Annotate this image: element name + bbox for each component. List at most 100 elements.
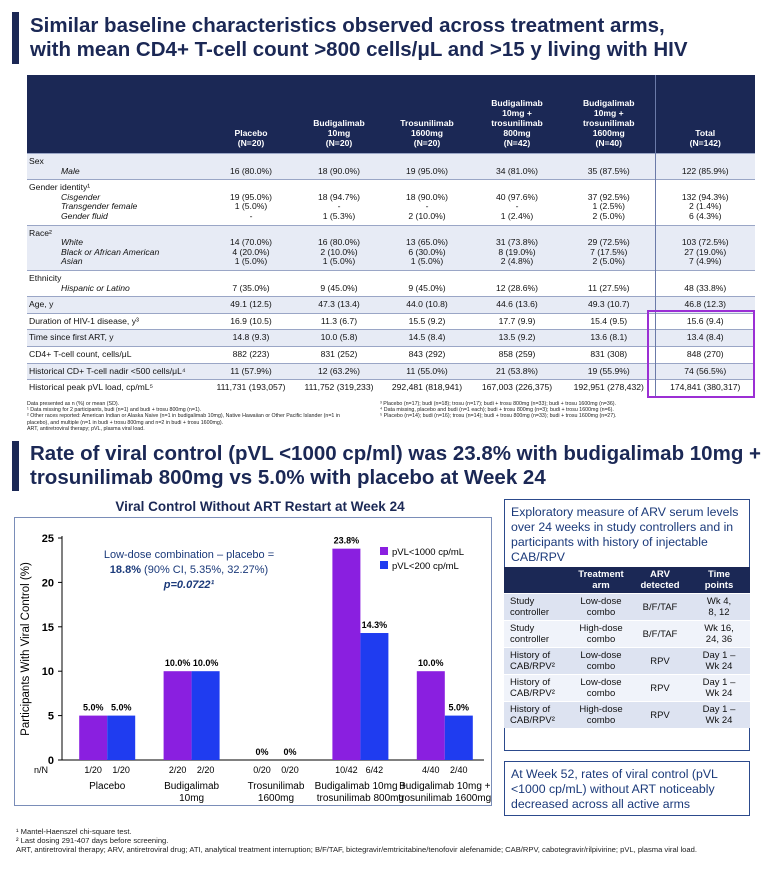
table-cell: 13.5 (9.2) xyxy=(471,329,563,347)
table-cell: 111,731 (193,057) xyxy=(207,379,295,396)
cell-value: 18 (94.7%) xyxy=(317,191,361,202)
arv-table-cell: B/F/TAF xyxy=(632,620,688,648)
footnote-line: ² Other races reported: American Indian … xyxy=(27,413,340,420)
table-row: Ethnicity Hispanic or Latino 7 (35.0%) 9 … xyxy=(27,269,755,297)
arv-table-cell: History of CAB/RPV² xyxy=(504,647,570,675)
row-sublabel: Male xyxy=(61,165,80,176)
row-label: Duration of HIV-1 disease, y³ xyxy=(27,312,207,330)
table-cell: 15.5 (9.2) xyxy=(383,312,471,330)
table-cell: 7 (35.0%) xyxy=(207,269,295,297)
table-row: Time since first ART, y 14.8 (9.3) 10.0 (5… xyxy=(27,329,755,347)
table-cell: 19 (95.0%) 1 (5.0%) - xyxy=(207,179,295,226)
cell-value: 49.3 (10.7) xyxy=(587,299,630,310)
table-cell: 35 (87.5%) xyxy=(563,152,655,180)
cell-value: 15.4 (9.5) xyxy=(590,315,628,326)
table-cell: 21 (53.8%) xyxy=(471,362,563,380)
arv-table-cell: Low-dose combo xyxy=(570,647,632,675)
table-cell: 10.0 (5.8) xyxy=(295,329,383,347)
arv-table-row: History of CAB/RPV² High-dose combo RPV Day 1… xyxy=(504,701,750,728)
cell-value: 11 (57.9%) xyxy=(230,365,272,376)
arv-table-cell: B/F/TAF xyxy=(632,593,688,621)
row-label: Gender identity¹ Cisgender Transgender fem… xyxy=(27,179,207,226)
footnote-line: ART, antiretroviral therapy; pVL, plasma… xyxy=(27,425,145,432)
table-cell: 18 (90.0%) xyxy=(295,152,383,180)
table-row: Gender identity¹ Cisgender Transgender fem… xyxy=(27,179,755,226)
n-over-N-axis-label: n/N xyxy=(34,765,48,775)
title-accent-bar-2 xyxy=(12,441,19,491)
cell-value: 35 (87.5%) xyxy=(587,165,630,176)
data-label: 0% xyxy=(255,747,268,757)
page-title-bottom: Rate of viral control (pVL <1000 cp/ml) … xyxy=(30,442,761,490)
cell-value: 48 (33.8%) xyxy=(684,282,727,293)
table-cell: 16.9 (10.5) xyxy=(207,312,295,330)
table-cell: 46.8 (12.3) xyxy=(654,296,755,314)
row-label: Ethnicity Hispanic or Latino xyxy=(27,269,207,297)
cell-value: 848 (270) xyxy=(686,348,724,359)
cell-value: 74 (56.5%) xyxy=(684,365,727,376)
table-cell: 848 (270) xyxy=(654,345,755,363)
arv-table-cell: RPV xyxy=(632,701,688,728)
title-accent-bar xyxy=(12,12,19,64)
row-sublabel: Black or African American xyxy=(61,246,160,257)
cell-value: 13 (65.0%) xyxy=(405,237,449,248)
row-label: Age, y xyxy=(27,296,207,314)
bar-pvl200 xyxy=(107,715,136,760)
cell-value: 122 (85.9%) xyxy=(681,165,729,176)
table-row: Sex Male 16 (80.0%) 18 (90.0%) 19 (95.0%)… xyxy=(27,152,755,180)
n-over-N-label: 6/42 xyxy=(366,765,384,775)
row-sublabel: Asian xyxy=(61,256,83,267)
cell-value: 19 (95.0%) xyxy=(229,191,273,202)
annotation-ci: (90% CI, 5.35%, 32.27%) xyxy=(141,564,268,576)
title-line-1: Similar baseline characteristics observe… xyxy=(30,14,665,37)
cell-value: 15.6 (9.4) xyxy=(686,315,724,326)
bar-pvl1000 xyxy=(416,671,445,760)
column-header: Total (N=142) xyxy=(654,75,755,154)
cell-value: 2 (4.8%) xyxy=(500,256,534,267)
cell-value: 8 (19.0%) xyxy=(498,246,536,257)
row-label: Race² White Black or African American Asian xyxy=(27,224,207,271)
cell-value: 40 (97.6%) xyxy=(495,191,539,202)
x-category-label: trosunilimab 800mg xyxy=(317,793,404,804)
footnote-line: ³ Placebo (n=17); budi (n=18); trosu (n=… xyxy=(380,401,616,407)
table-cell: 9 (45.0%) xyxy=(295,269,383,297)
table-cell: 167,003 (226,375) xyxy=(471,379,563,396)
column-header: Placebo (N=20) xyxy=(207,75,295,154)
row-sublabel: Hispanic or Latino xyxy=(61,282,130,293)
table-cell: 16 (80.0%) 2 (10.0%) 1 (5.0%) xyxy=(295,224,383,271)
table-cell: 47.3 (13.4) xyxy=(295,296,383,314)
row-label-text: Historical peak pVL load, cp/mL⁵ xyxy=(29,382,154,393)
data-label: 5.0% xyxy=(111,703,132,713)
annotation-line-1: Low-dose combination – placebo = xyxy=(104,549,274,561)
cell-value: 132 (94.3%) xyxy=(681,191,729,202)
footnote-line: ¹ Mantel-Haenszel chi-square test. xyxy=(16,827,132,836)
table-cell: 122 (85.9%) xyxy=(654,152,755,180)
arv-table-cell: RPV xyxy=(632,647,688,675)
table-header-row: Placebo (N=20) Budigalimab 10mg (N=20) Trosun… xyxy=(27,75,755,154)
row-label: Time since first ART, y xyxy=(27,329,207,347)
table-row: Historical CD+ T-cell nadir <500 cells/μ… xyxy=(27,362,755,380)
arv-table-cell: Low-dose combo xyxy=(570,674,632,702)
row-label: Historical peak pVL load, cp/mL⁵ xyxy=(27,379,207,396)
table-cell: 831 (252) xyxy=(295,345,383,363)
row-label-text: Gender identity¹ xyxy=(29,182,91,193)
arv-column-header: ARV detected xyxy=(632,567,688,594)
cell-value: 831 (252) xyxy=(320,348,358,359)
n-over-N-label: 10/42 xyxy=(335,765,358,775)
y-tick-label: 15 xyxy=(42,622,54,634)
arv-table-cell: RPV xyxy=(632,674,688,702)
cell-value: 6 (4.3%) xyxy=(689,210,722,221)
table-cell: 44.6 (13.6) xyxy=(471,296,563,314)
cell-value: 7 (35.0%) xyxy=(232,282,270,293)
cell-value: 49.1 (12.5) xyxy=(230,299,272,310)
table-cell: 13.6 (8.1) xyxy=(563,329,655,347)
cell-value: 12 (28.6%) xyxy=(495,282,539,293)
table-cell: 34 (81.0%) xyxy=(471,152,563,180)
table-cell: 11 (55.0%) xyxy=(383,362,471,380)
legend-label: pVL<200 cp/mL xyxy=(392,561,459,572)
data-label: 5.0% xyxy=(449,703,470,713)
cell-value: 10.0 (5.8) xyxy=(320,332,358,343)
arv-table-cell: High-dose combo xyxy=(570,701,632,728)
cell-value: 16.9 (10.5) xyxy=(230,315,272,326)
data-label: 10.0% xyxy=(418,658,444,668)
cell-value: 19 (55.9%) xyxy=(587,365,630,376)
